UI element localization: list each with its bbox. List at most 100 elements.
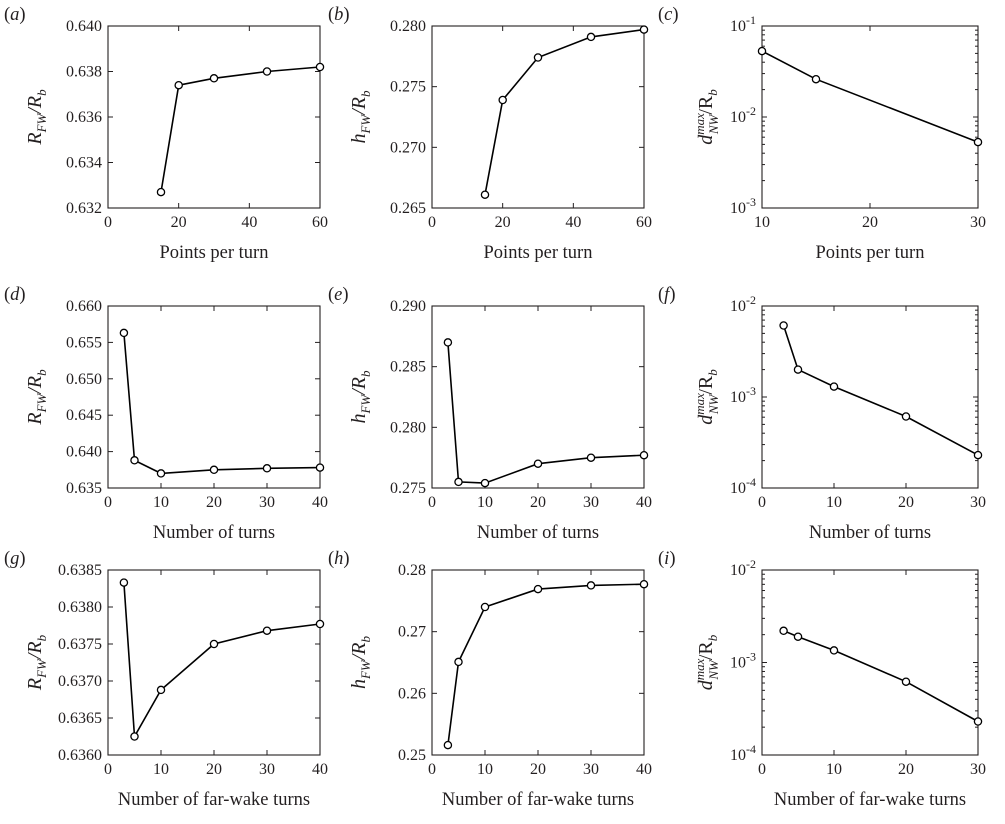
- y-tick-label: 10-2: [730, 557, 756, 579]
- series-line: [447, 342, 645, 484]
- x-tick-label: 10: [477, 494, 493, 511]
- data-point: [119, 578, 129, 587]
- plot-frame: [761, 569, 979, 756]
- series-line: [123, 582, 321, 740]
- y-tick-label: 0.275: [390, 79, 426, 96]
- y-tick-label: 0.634: [66, 155, 102, 172]
- y-tick-label: 0.640: [66, 18, 102, 35]
- data-point: [480, 602, 490, 612]
- x-tick-label: 10: [826, 761, 842, 778]
- y-axis-label: dmaxNW/Rb: [692, 89, 721, 145]
- data-point: [973, 137, 983, 147]
- y-tick-label: 0.6360: [58, 747, 102, 764]
- data-point: [498, 95, 507, 105]
- x-tick-label: 30: [970, 494, 986, 511]
- data-point: [829, 382, 839, 391]
- data-point: [156, 469, 166, 478]
- y-tick-label: 10-1: [730, 13, 756, 35]
- chart-panel-f: 0 10 20 30 10-4 10-3 10-2 Number of turns dmaxNW…: [658, 285, 986, 543]
- y-tick-label: 0.27: [398, 624, 426, 641]
- panel-label: (f): [658, 285, 675, 305]
- data-point: [262, 464, 272, 473]
- x-axis-label: Number of turns: [809, 523, 931, 543]
- data-point: [130, 732, 139, 741]
- y-tick-label: 0.280: [390, 419, 426, 436]
- y-tick-label: 0.6385: [58, 562, 102, 579]
- data-point: [811, 74, 821, 84]
- panel-label: (a): [4, 5, 26, 25]
- data-point: [174, 80, 183, 90]
- data-point: [454, 477, 463, 487]
- plot-frame: [107, 25, 321, 209]
- x-axis-label: Points per turn: [484, 243, 593, 263]
- panel-label: (g): [4, 549, 26, 569]
- chart-panel-g: 0 10 20 30 40 0.6360 0.6365 0.6370 0.6375 0.6380 0…: [4, 549, 328, 810]
- data-point: [793, 632, 803, 641]
- x-tick-label: 20: [495, 214, 511, 231]
- data-point: [586, 32, 596, 42]
- chart-panel-a: 0 20 40 60 0.632 0.634 0.636 0.638 0.640 Points p…: [4, 5, 328, 263]
- series-line: [761, 50, 979, 143]
- x-tick-label: 30: [970, 214, 986, 231]
- data-point: [586, 581, 596, 590]
- x-tick-label: 10: [754, 214, 770, 231]
- y-tick-label: 10-3: [730, 195, 756, 217]
- x-axis-label: Number of far-wake turns: [774, 790, 966, 810]
- chart-panel-e: 0 10 20 30 40 0.275 0.280 0.285 0.290 Number of t…: [328, 285, 652, 543]
- y-axis-label: RFW/Rb: [24, 89, 49, 146]
- x-tick-label: 40: [241, 214, 257, 231]
- y-tick-label: 0.640: [66, 444, 102, 461]
- y-axis-label: dmaxNW/Rb: [692, 634, 721, 690]
- x-tick-label: 40: [565, 214, 581, 231]
- y-tick-label: 0.636: [66, 109, 102, 126]
- y-axis-label: RFW/Rb: [24, 369, 49, 426]
- data-point: [262, 626, 272, 635]
- y-tick-label: 0.632: [66, 200, 102, 217]
- x-tick-label: 30: [259, 761, 275, 778]
- chart-panel-c: 10 20 30 10-3 10-2 10-1 Points per turn dmaxNW/…: [658, 5, 986, 263]
- series-line: [123, 332, 321, 475]
- data-point: [209, 74, 219, 83]
- x-tick-label: 40: [312, 494, 328, 511]
- series-line: [783, 630, 979, 723]
- data-point: [480, 190, 490, 199]
- x-tick-label: 20: [206, 761, 222, 778]
- x-axis-label: Number of turns: [153, 523, 275, 543]
- x-tick-label: 30: [583, 494, 599, 511]
- x-tick-label: 0: [104, 214, 112, 231]
- series-line: [447, 583, 645, 746]
- y-tick-label: 0.285: [390, 359, 426, 376]
- x-tick-label: 20: [530, 494, 546, 511]
- chart-panel-d: 0 10 20 30 40 0.635 0.640 0.645 0.650 0.655 0.660 N…: [4, 285, 328, 543]
- y-tick-label: 0.655: [66, 334, 102, 351]
- y-tick-label: 0.280: [390, 18, 426, 35]
- series-line: [160, 66, 321, 193]
- chart-panel-h: 0 10 20 30 40 0.25 0.26 0.27 0.28 Number of far-w…: [328, 549, 652, 810]
- y-tick-label: 0.638: [66, 64, 102, 81]
- x-tick-label: 20: [862, 214, 878, 231]
- data-point: [973, 717, 983, 726]
- y-axis-label: dmaxNW/Rb: [692, 369, 721, 425]
- plot-frame: [431, 569, 645, 756]
- data-point: [533, 584, 543, 594]
- data-point: [533, 459, 543, 468]
- x-tick-label: 30: [583, 761, 599, 778]
- data-point: [480, 478, 490, 488]
- y-axis-label: hFW/Rb: [348, 635, 373, 689]
- data-point: [779, 321, 788, 330]
- y-tick-label: 0.660: [66, 298, 102, 315]
- x-tick-label: 60: [312, 214, 328, 231]
- data-point: [793, 365, 803, 374]
- x-tick-label: 20: [530, 761, 546, 778]
- data-point: [262, 67, 272, 76]
- series-line: [782, 325, 979, 456]
- data-point: [209, 639, 219, 649]
- panel-label: (e): [328, 285, 349, 305]
- x-tick-label: 0: [758, 494, 766, 511]
- data-point: [315, 62, 325, 72]
- data-point: [209, 465, 219, 475]
- plot-frame: [761, 25, 979, 209]
- x-tick-label: 40: [636, 761, 652, 778]
- data-point: [533, 53, 543, 62]
- data-point: [639, 450, 649, 460]
